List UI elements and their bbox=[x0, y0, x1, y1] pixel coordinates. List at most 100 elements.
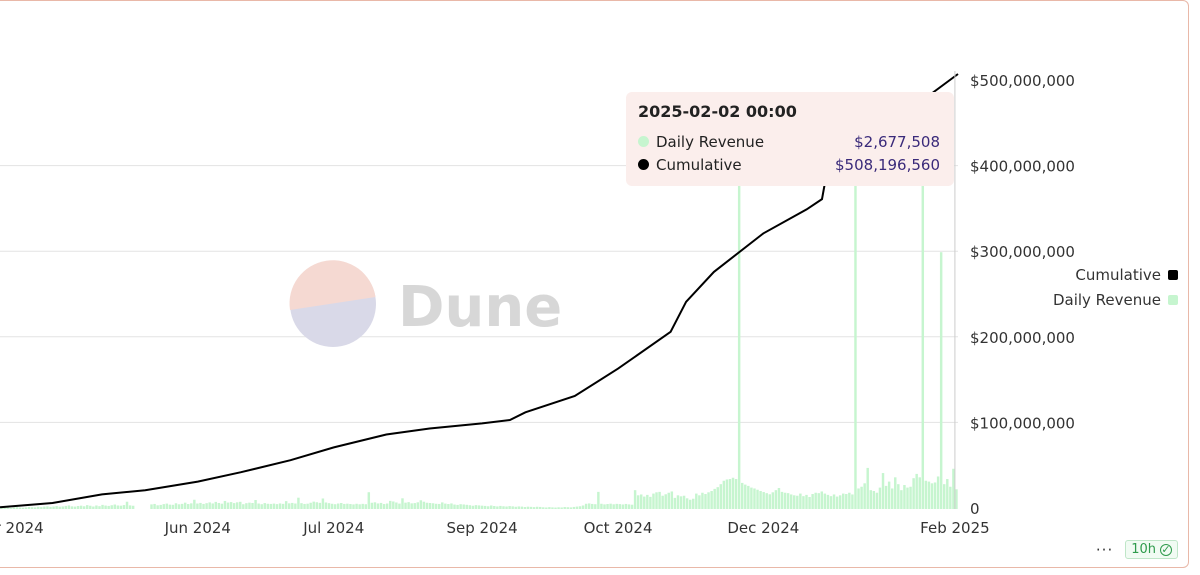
x-tick-label: Apr 2024 bbox=[0, 519, 44, 537]
daily-revenue-bar bbox=[692, 498, 695, 509]
daily-revenue-bar bbox=[753, 488, 756, 509]
daily-revenue-bar bbox=[190, 503, 193, 509]
daily-revenue-bar bbox=[15, 507, 19, 509]
daily-revenue-bar bbox=[835, 496, 839, 509]
refresh-age: 10h bbox=[1131, 542, 1156, 557]
daily-revenue-bar bbox=[808, 497, 811, 509]
daily-revenue-bar bbox=[168, 504, 172, 509]
daily-revenue-bar bbox=[389, 500, 392, 509]
daily-revenue-bar bbox=[416, 502, 420, 509]
x-tick-label: Jun 2024 bbox=[164, 519, 231, 537]
daily-revenue-bar bbox=[364, 504, 367, 509]
daily-revenue-bar bbox=[465, 504, 468, 509]
daily-revenue-bar bbox=[306, 503, 309, 509]
daily-revenue-bar bbox=[618, 504, 622, 509]
daily-revenue-bar bbox=[658, 491, 661, 509]
daily-revenue-bar bbox=[624, 503, 628, 509]
daily-revenue-bar bbox=[278, 503, 282, 509]
daily-revenue-bar bbox=[327, 503, 331, 509]
refresh-status-badge[interactable]: 10h ✓ bbox=[1125, 540, 1178, 559]
daily-revenue-bar bbox=[566, 507, 569, 509]
daily-revenue-bar bbox=[275, 504, 279, 509]
y-tick-label: $300,000,000 bbox=[970, 243, 1075, 261]
daily-revenue-bar bbox=[355, 503, 358, 509]
daily-revenue-bar bbox=[220, 503, 224, 509]
daily-revenue-bar bbox=[701, 492, 704, 509]
daily-revenue-bar bbox=[67, 505, 71, 509]
daily-revenue-bar bbox=[437, 503, 441, 509]
daily-revenue-bar bbox=[881, 473, 885, 509]
tooltip-row-daily-revenue: Daily Revenue $2,677,508 bbox=[638, 130, 940, 153]
hover-tooltip: 2025-02-02 00:00 Daily Revenue $2,677,50… bbox=[626, 92, 954, 186]
daily-revenue-bar bbox=[245, 503, 248, 509]
legend-label: Cumulative bbox=[1075, 265, 1161, 284]
daily-revenue-bar bbox=[0, 507, 3, 509]
daily-revenue-bar bbox=[802, 496, 805, 509]
daily-revenue-bar bbox=[630, 504, 634, 509]
daily-revenue-bar bbox=[300, 503, 303, 509]
daily-revenue-bar bbox=[799, 493, 802, 509]
tooltip-dot-cumulative bbox=[638, 159, 649, 170]
daily-revenue-bar bbox=[27, 506, 31, 509]
daily-revenue-bar bbox=[655, 492, 658, 509]
daily-revenue-bar bbox=[471, 505, 475, 509]
daily-revenue-bar bbox=[336, 503, 340, 509]
daily-revenue-bar bbox=[633, 490, 637, 509]
daily-revenue-bar bbox=[453, 504, 456, 509]
daily-revenue-bar bbox=[542, 507, 545, 509]
daily-revenue-bar bbox=[884, 485, 888, 509]
daily-revenue-bar bbox=[110, 505, 113, 509]
daily-revenue-bar bbox=[854, 183, 857, 509]
daily-revenue-bar bbox=[597, 491, 600, 509]
daily-revenue-bar bbox=[890, 488, 894, 509]
daily-revenue-bar bbox=[79, 505, 83, 509]
daily-revenue-bar bbox=[382, 504, 386, 509]
daily-revenue-bar bbox=[943, 484, 946, 509]
chart-card-frame bbox=[0, 0, 1189, 568]
daily-revenue-bar bbox=[679, 496, 683, 509]
daily-revenue-bar bbox=[174, 503, 178, 509]
daily-revenue-bar bbox=[796, 495, 799, 509]
daily-revenue-bar bbox=[242, 504, 245, 509]
daily-revenue-bar bbox=[180, 503, 184, 509]
daily-revenue-bar bbox=[581, 505, 585, 509]
daily-revenue-bar bbox=[55, 506, 58, 509]
daily-revenue-bar bbox=[731, 477, 735, 509]
more-options-button[interactable]: ··· bbox=[1095, 540, 1114, 559]
daily-revenue-bar bbox=[162, 504, 165, 509]
daily-revenue-bar bbox=[710, 491, 713, 509]
daily-revenue-bar bbox=[832, 494, 836, 509]
daily-revenue-bar bbox=[46, 506, 49, 509]
daily-revenue-bar bbox=[404, 502, 407, 509]
daily-revenue-bar bbox=[294, 503, 297, 509]
daily-revenue-bar bbox=[722, 480, 726, 509]
daily-revenue-bar bbox=[786, 493, 790, 509]
y-tick-label: $100,000,000 bbox=[970, 414, 1075, 432]
legend-item-daily-revenue[interactable]: Daily Revenue bbox=[1053, 287, 1178, 312]
daily-revenue-bar bbox=[159, 504, 162, 509]
daily-revenue-bar bbox=[257, 503, 260, 509]
daily-revenue-bars bbox=[0, 98, 958, 510]
daily-revenue-bar bbox=[251, 503, 254, 509]
daily-revenue-bar bbox=[349, 504, 352, 509]
daily-revenue-bar bbox=[496, 506, 499, 509]
daily-revenue-bar bbox=[894, 477, 897, 509]
daily-revenue-bar bbox=[235, 502, 239, 509]
daily-revenue-bar bbox=[857, 488, 860, 509]
daily-revenue-bar bbox=[208, 502, 211, 509]
daily-revenue-bar bbox=[514, 506, 517, 509]
daily-revenue-bar bbox=[765, 493, 768, 509]
x-tick-label: Oct 2024 bbox=[584, 519, 653, 537]
daily-revenue-bar bbox=[82, 506, 86, 509]
daily-revenue-bar bbox=[643, 496, 646, 509]
daily-revenue-bar bbox=[554, 507, 557, 509]
daily-revenue-bar bbox=[866, 467, 869, 509]
legend-item-cumulative[interactable]: Cumulative bbox=[1053, 262, 1178, 287]
daily-revenue-bar bbox=[811, 494, 814, 509]
daily-revenue-bar bbox=[930, 483, 934, 509]
daily-revenue-bar bbox=[193, 499, 196, 509]
daily-revenue-bar bbox=[578, 506, 582, 509]
daily-revenue-bar bbox=[358, 504, 361, 509]
daily-revenue-bar bbox=[70, 506, 74, 509]
